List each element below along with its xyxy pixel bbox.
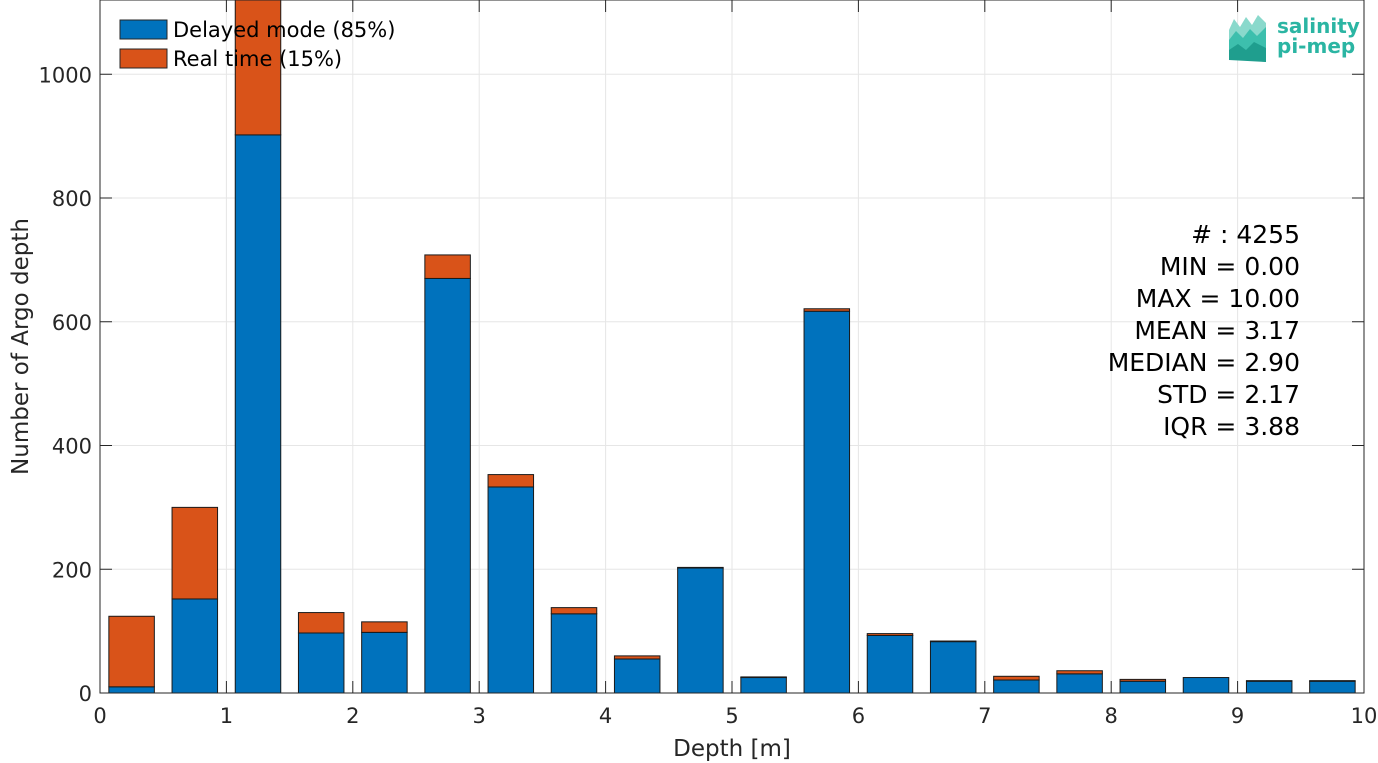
bar-delayed-mode: [1182, 677, 1230, 694]
axis-ticks: 0 1 2 3 4 5 6 7 8 9 10 0 200 400 600 800 1000: [39, 0, 1378, 728]
legend-label-delayed: Delayed mode (85%): [173, 18, 395, 42]
x-tick-label: 8: [1105, 704, 1118, 728]
bar-real-time: [550, 607, 598, 615]
y-tick-label: 0: [79, 682, 92, 706]
salinity-pi-mep-logo: salinity pi-mep: [1229, 14, 1360, 62]
bar-real-time: [1056, 670, 1103, 675]
legend: Delayed mode (85%) Real time (15%): [119, 18, 395, 71]
x-tick-label: 6: [852, 704, 865, 728]
bar-real-time: [613, 655, 661, 660]
bar-real-time: [740, 676, 787, 679]
y-tick-label: 800: [52, 187, 92, 211]
bar-delayed-mode: [740, 677, 787, 694]
x-tick-label: 5: [725, 704, 738, 728]
bar-real-time: [866, 633, 914, 636]
stat-line: MEAN = 3.17: [1134, 316, 1300, 345]
bar-delayed-mode: [866, 634, 914, 694]
bar-delayed-mode: [613, 658, 661, 694]
bar-delayed-mode: [550, 613, 598, 694]
bar-real-time: [297, 612, 345, 634]
bar-delayed-mode: [1245, 680, 1293, 694]
legend-swatch-delayed: [119, 19, 168, 40]
y-axis-label: Number of Argo depth: [8, 218, 34, 475]
x-tick-label: 1: [220, 704, 233, 728]
bar-delayed-mode: [424, 277, 471, 694]
x-tick-label: 7: [978, 704, 991, 728]
bar-real-time: [1245, 680, 1293, 682]
bar-delayed-mode: [361, 631, 408, 694]
bar-delayed-mode: [297, 632, 345, 694]
bar-real-time: [929, 640, 977, 643]
y-tick-label: 600: [52, 311, 92, 335]
stat-line: # : 4255: [1191, 220, 1300, 249]
bars: [108, 0, 1356, 694]
bar-delayed-mode: [1119, 680, 1167, 694]
bar-real-time: [1309, 680, 1356, 682]
x-tick-label: 10: [1351, 704, 1378, 728]
grid: [99, 0, 1365, 694]
bar-real-time: [171, 506, 219, 600]
y-tick-label: 1000: [39, 63, 92, 87]
stat-line: IQR = 3.88: [1163, 412, 1300, 441]
bar-delayed-mode: [1056, 673, 1103, 694]
bar-delayed-mode: [993, 679, 1040, 694]
bar-real-time: [677, 566, 724, 569]
bar-real-time: [234, 0, 282, 136]
legend-label-realtime: Real time (15%): [173, 47, 342, 71]
bar-real-time: [803, 308, 851, 312]
bar-delayed-mode: [1309, 680, 1356, 694]
bar-real-time: [361, 621, 408, 633]
stat-line: MEDIAN = 2.90: [1108, 348, 1300, 377]
logo-line2: pi-mep: [1277, 34, 1355, 58]
y-tick-label: 400: [52, 435, 92, 459]
bar-delayed-mode: [171, 598, 219, 694]
bar-delayed-mode: [929, 641, 977, 694]
bar-real-time: [424, 254, 471, 279]
x-tick-label: 3: [473, 704, 486, 728]
x-tick-label: 0: [93, 704, 106, 728]
bar-delayed-mode: [108, 686, 155, 694]
stat-line: STD = 2.17: [1157, 380, 1300, 409]
statistics-annotation: # : 4255 MIN = 0.00 MAX = 10.00 MEAN = 3.17…: [1108, 220, 1300, 441]
logo-line1: salinity: [1277, 14, 1360, 38]
x-tick-label: 9: [1231, 704, 1244, 728]
bar-delayed-mode: [234, 134, 282, 694]
bar-real-time: [993, 675, 1040, 681]
y-tick-label: 200: [52, 558, 92, 582]
x-tick-label: 4: [599, 704, 612, 728]
x-axis-label: Depth [m]: [673, 736, 791, 762]
wave-logo-icon: [1229, 15, 1266, 62]
stat-line: MIN = 0.00: [1160, 252, 1300, 281]
bar-delayed-mode: [677, 567, 724, 694]
bar-real-time: [108, 615, 155, 688]
bar-real-time: [487, 474, 535, 488]
bar-real-time: [1119, 678, 1167, 682]
bar-delayed-mode: [803, 310, 851, 694]
stat-line: MAX = 10.00: [1136, 284, 1300, 313]
x-tick-label: 2: [346, 704, 359, 728]
bar-delayed-mode: [487, 486, 535, 694]
legend-swatch-realtime: [119, 48, 168, 69]
